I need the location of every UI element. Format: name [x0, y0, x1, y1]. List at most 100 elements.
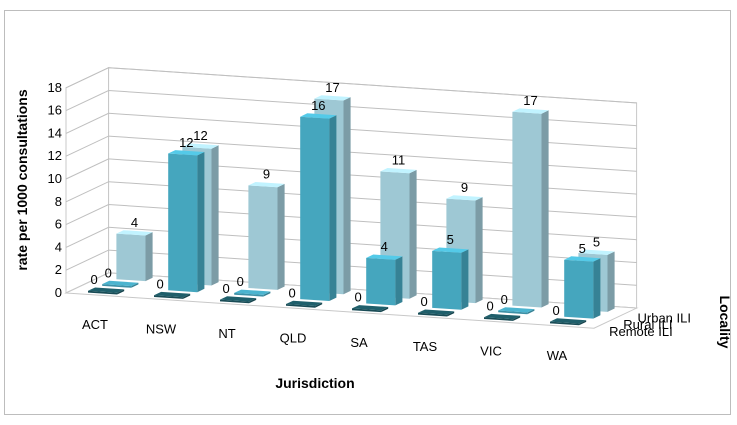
bar-top [182, 143, 219, 149]
bar-front [286, 304, 316, 308]
bar-top [512, 108, 549, 114]
x-category-label: SA [350, 335, 368, 350]
bar-remote-ili-act [88, 287, 125, 295]
bar-side [315, 302, 323, 308]
bar-top [116, 230, 153, 236]
bar-top [484, 313, 521, 320]
bar-rural-ili-sa [366, 254, 403, 306]
bar-front [234, 292, 264, 297]
y-tick-label: 16 [48, 103, 62, 118]
data-label: 0 [222, 281, 229, 296]
bar-top [432, 247, 469, 253]
gridlines [65, 67, 637, 309]
bar-side [249, 298, 257, 304]
bar-side [541, 110, 549, 308]
bar-side [593, 258, 601, 319]
bar-side [381, 307, 389, 313]
bar-top [446, 195, 483, 201]
depth-series-label: Urban ILI [638, 310, 691, 325]
chart-frame [4, 10, 731, 415]
bar-side [475, 197, 483, 304]
bar-top [168, 150, 205, 156]
x-category-label: TAS [413, 339, 438, 354]
bar-side [131, 282, 139, 288]
gridline [65, 158, 637, 195]
bar-top [248, 182, 285, 188]
bar-top [380, 168, 417, 174]
bar-urban-ili-vic [512, 108, 549, 308]
bar-front [564, 259, 594, 319]
bar-rural-ili-vic [498, 307, 535, 315]
bar-side [145, 232, 153, 282]
bar-rural-ili-nt [234, 289, 271, 297]
bar-side [579, 320, 587, 326]
bar-side [263, 291, 271, 297]
bar-front [366, 257, 396, 306]
depth-series-label: Remote ILI [609, 324, 673, 339]
bar-top [418, 309, 455, 315]
data-label: 0 [501, 292, 508, 307]
bar-side [395, 256, 403, 306]
left-wall [65, 66, 110, 294]
bar-front [352, 308, 382, 313]
data-label: 0 [156, 277, 163, 292]
bars [88, 95, 615, 326]
bar-remote-ili-qld [286, 300, 323, 308]
bar-top [550, 318, 587, 324]
data-label: 4 [131, 215, 138, 230]
data-label: 17 [523, 93, 537, 108]
bar-side [197, 152, 205, 293]
y-tick-label: 14 [48, 125, 62, 140]
x-category-label: QLD [280, 330, 307, 345]
data-label: 12 [193, 128, 207, 143]
x-category-label: VIC [480, 344, 502, 359]
bar-top [352, 305, 389, 311]
data-label: 12 [179, 135, 193, 150]
bar-side [527, 309, 535, 315]
data-label: 17 [325, 80, 339, 95]
bar-side [211, 145, 219, 286]
gridline [65, 112, 637, 149]
x-category-label: WA [547, 348, 568, 363]
bar-front [168, 153, 198, 293]
data-label: 0 [552, 303, 559, 318]
bar-remote-ili-nt [220, 296, 257, 304]
x-category-label: NSW [146, 322, 177, 337]
bar-top [102, 280, 139, 287]
bar-top [314, 95, 351, 101]
bar-remote-ili-vic [484, 313, 521, 321]
y-tick-label: 6 [55, 217, 62, 232]
data-label: 11 [392, 153, 406, 168]
y-tick-label: 2 [55, 262, 62, 277]
bar-top [564, 256, 601, 262]
data-label: 4 [381, 239, 388, 254]
gridline [65, 135, 637, 172]
bar-top [498, 307, 535, 313]
bar-side [461, 249, 469, 310]
bar-front [550, 321, 580, 326]
y-tick-labels: 0 2 4 6 8 10 12 14 16 18 [48, 80, 62, 300]
y-tick-label: 10 [48, 171, 62, 186]
data-label: 0 [105, 265, 112, 280]
bar-top [234, 289, 271, 295]
bar-side [329, 115, 337, 301]
x-category-label: ACT [82, 317, 108, 332]
bar-top [578, 249, 615, 255]
bar-rural-ili-nsw [168, 150, 205, 293]
bar-front [88, 290, 118, 295]
bar-front [220, 299, 250, 304]
y-tick-label: 4 [55, 239, 62, 254]
x-axis-title: Jurisdiction [275, 375, 354, 391]
data-label: 5 [593, 234, 600, 249]
y-tick-label: 0 [55, 285, 62, 300]
data-label: 0 [420, 294, 427, 309]
gridline [65, 67, 637, 104]
y-tick-label: 12 [48, 148, 62, 163]
bar-front [484, 317, 514, 321]
data-label: 5 [447, 232, 454, 247]
bar-top [88, 287, 125, 293]
bar-top [286, 300, 323, 306]
